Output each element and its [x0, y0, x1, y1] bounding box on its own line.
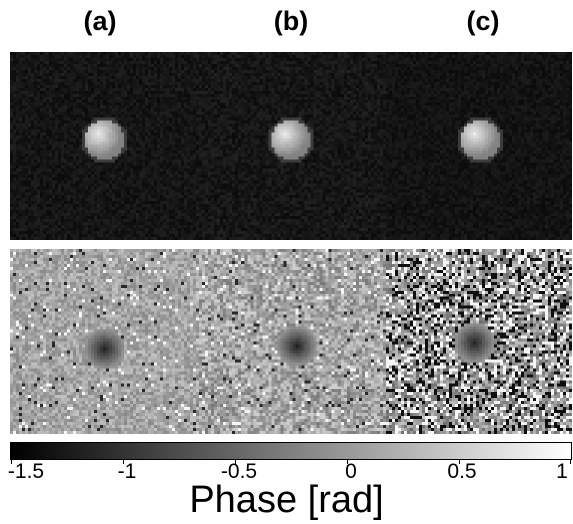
colorbar-tick-label: 0	[345, 460, 357, 483]
phase-image-b	[196, 249, 386, 434]
magnitude-image-c	[386, 52, 572, 240]
colorbar-tick	[11, 460, 12, 464]
magnitude-image-a	[10, 52, 196, 240]
phase-canvas-a	[10, 249, 196, 434]
colorbar-tick-label: -1.5	[7, 460, 45, 483]
colorbar-tick	[570, 460, 571, 464]
colorbar-tick	[459, 460, 460, 464]
magnitude-image-b	[196, 52, 386, 240]
colorbar-tick-label: -1	[117, 460, 137, 483]
phase-canvas-c	[386, 249, 572, 434]
magnitude-canvas-b	[196, 52, 386, 240]
magnitude-canvas-c	[386, 52, 572, 240]
colorbar-tick-label: -0.5	[220, 460, 258, 483]
panel-label-a: (a)	[83, 6, 117, 36]
colorbar-title: Phase [rad]	[189, 479, 384, 521]
colorbar-tick-label: 1	[556, 460, 568, 483]
colorbar-tick	[235, 460, 236, 464]
panel-label-c: (c)	[466, 6, 500, 36]
colorbar-tick	[123, 460, 124, 464]
colorbar-tick-label: 0.5	[447, 460, 477, 483]
magnitude-canvas-a	[10, 52, 196, 240]
colorbar-tick	[347, 460, 348, 464]
panel-label-b: (b)	[273, 6, 309, 36]
phase-image-c	[386, 249, 572, 434]
phase-image-a	[10, 249, 196, 434]
phase-canvas-b	[196, 249, 386, 434]
phase-colorbar	[10, 442, 572, 460]
